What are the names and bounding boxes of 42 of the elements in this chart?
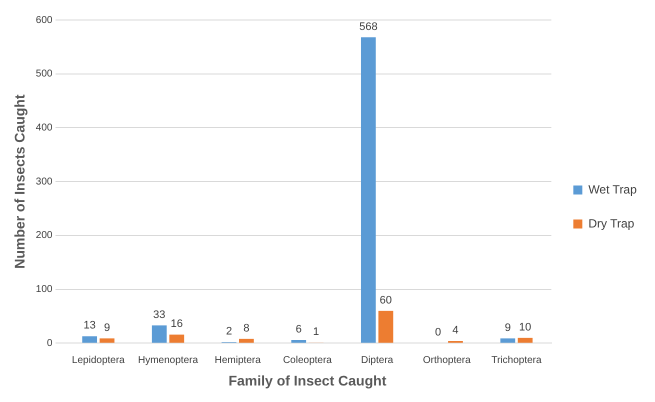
bar (518, 338, 533, 343)
data-label: 6 (296, 324, 302, 336)
data-label: 8 (243, 322, 250, 334)
bar (239, 338, 254, 343)
y-tick-label: 300 (36, 176, 53, 188)
x-tick-label: Coleoptera (282, 354, 332, 366)
y-tick-label: 200 (36, 230, 53, 242)
data-label: 2 (226, 326, 232, 338)
x-tick-label: Orthoptera (422, 354, 472, 366)
y-tick-label: 0 (46, 338, 53, 349)
data-label: 33 (153, 308, 166, 321)
x-tick-label: Diptera (360, 354, 394, 366)
x-axis-title: Family of Insect Caught (228, 372, 387, 388)
bar (82, 336, 98, 343)
y-tick-label: 600 (36, 14, 53, 26)
data-label: 60 (380, 294, 392, 306)
bar (100, 338, 114, 343)
y-tick-label: 400 (36, 122, 53, 134)
data-label: 568 (359, 20, 378, 33)
data-label: 16 (170, 318, 183, 330)
legend-label: Wet Trap (588, 182, 638, 196)
x-tick-label: Hymenoptera (138, 354, 198, 366)
x-tick-label: Trichoptera (491, 354, 542, 366)
data-label: 10 (519, 321, 532, 334)
bar (378, 310, 394, 343)
y-axis-title: Number of Insects Caught (11, 94, 28, 269)
x-tick-label: Hemiptera (214, 354, 262, 366)
data-label: 0 (435, 326, 442, 339)
y-tick-label: 500 (36, 68, 53, 80)
data-label: 4 (452, 324, 459, 337)
data-label: 9 (504, 322, 511, 334)
bar (152, 325, 167, 343)
data-label: 13 (83, 320, 96, 332)
bar (291, 340, 306, 343)
bar (360, 37, 376, 343)
data-label: 1 (313, 326, 320, 338)
data-label: 9 (104, 322, 110, 334)
bar (500, 338, 516, 343)
bar (169, 334, 184, 343)
legend-label: Dry Trap (588, 216, 635, 230)
y-tick-label: 100 (36, 284, 53, 296)
x-tick-label: Lepidoptera (72, 354, 126, 366)
